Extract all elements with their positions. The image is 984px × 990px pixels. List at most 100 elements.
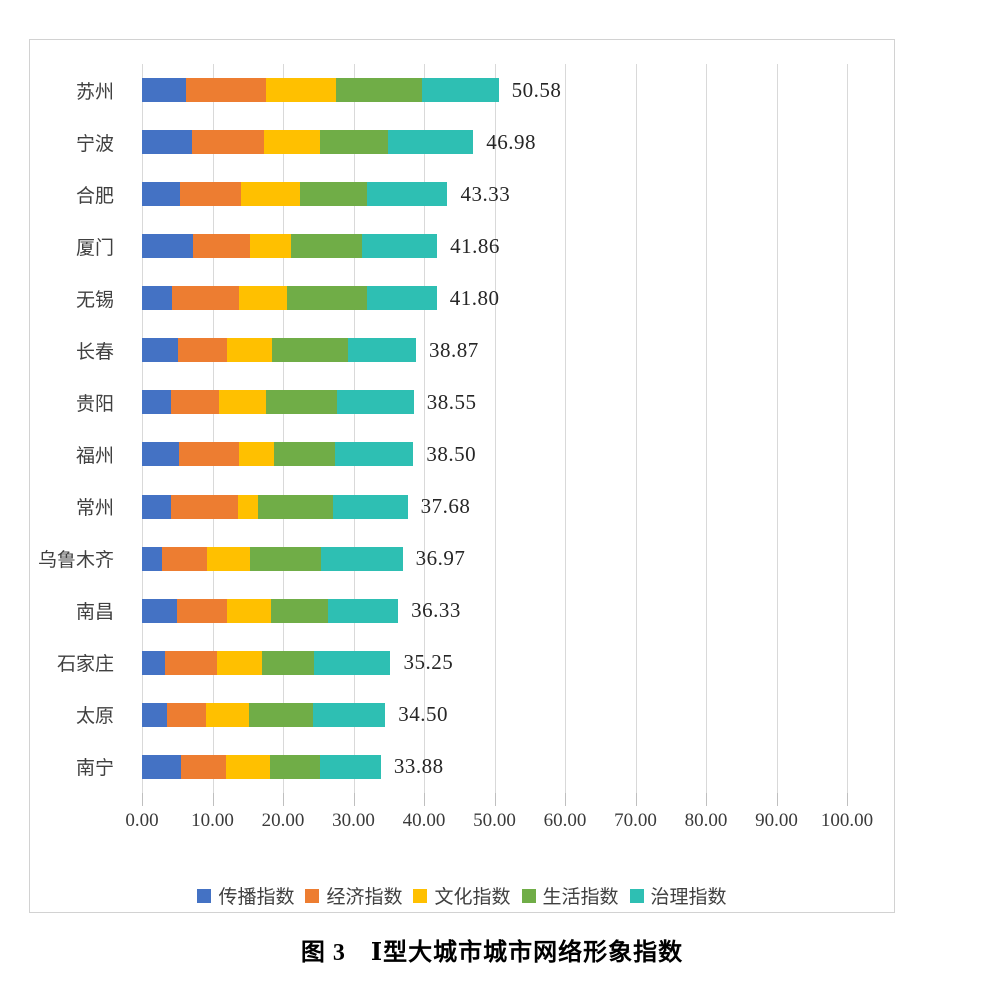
legend-swatch-icon — [305, 888, 320, 903]
gridline — [142, 64, 143, 793]
x-tick-label: 10.00 — [191, 810, 234, 831]
x-tick-label: 70.00 — [614, 810, 657, 831]
bar-segment — [320, 754, 381, 779]
bar-row: 50.58 — [142, 64, 847, 116]
bar-row: 43.33 — [142, 168, 847, 220]
bar-total-label: 36.33 — [411, 598, 461, 623]
gridline — [706, 64, 707, 793]
bar-total-label: 38.87 — [429, 337, 479, 362]
bar-segment — [291, 234, 363, 259]
gridline — [635, 64, 637, 793]
stacked-bar — [142, 286, 437, 311]
bar-segment — [319, 130, 388, 155]
bar-segment — [347, 338, 416, 363]
gridline — [353, 64, 355, 793]
gridline — [212, 64, 214, 793]
bar-segment — [263, 130, 320, 155]
bar-segment — [205, 702, 250, 727]
bar-segment — [142, 130, 193, 155]
category-label: 长春 — [75, 341, 114, 363]
chart-caption: 图 3 Ⅰ型大城市城市网络形象指数 — [300, 940, 684, 966]
bar-segment — [142, 442, 179, 467]
bar-segment — [266, 390, 338, 415]
bar-row: 33.88 — [142, 741, 847, 793]
legend-item: 文化指数 — [413, 882, 511, 909]
bar-segment — [217, 650, 263, 675]
bar-segment — [181, 754, 226, 779]
legend-label: 文化指数 — [434, 887, 511, 908]
bar-segment — [165, 650, 218, 675]
bar-row: 38.50 — [142, 428, 847, 480]
plot-area: 50.58 46.98 43.33 41.86 41.80 38.87 38.55 38.50… — [142, 64, 848, 806]
bar-segment — [321, 546, 403, 571]
bar-total-label: 37.68 — [420, 494, 471, 519]
bar-segment — [142, 286, 172, 311]
legend: 传播指数 经济指数 文化指数 生活指数 治理指数 — [30, 882, 894, 909]
bar-total-label: 38.50 — [426, 441, 477, 466]
stacked-bar — [142, 338, 416, 363]
bar-segment — [333, 494, 408, 519]
legend-item: 传播指数 — [197, 882, 294, 909]
category-label: 无锡 — [75, 289, 114, 311]
bar-segment — [274, 442, 336, 467]
bar-segment — [176, 598, 227, 623]
bar-segment — [314, 650, 391, 675]
x-tick-label: 0.00 — [125, 810, 159, 831]
bar-segment — [170, 494, 238, 519]
bar-total-label: 41.86 — [450, 233, 500, 258]
bar-segment — [226, 598, 271, 623]
bar-row: 34.50 — [142, 689, 847, 741]
bar-segment — [225, 754, 270, 779]
bar-row: 46.98 — [142, 116, 847, 168]
legend-item: 经济指数 — [305, 882, 402, 909]
legend-label: 生活指数 — [542, 887, 619, 908]
bar-segment — [186, 78, 266, 103]
bar-segment — [142, 650, 166, 675]
bar-segment — [142, 546, 163, 571]
category-label: 苏州 — [75, 81, 114, 103]
axis-tick — [776, 793, 778, 806]
bar-segment — [192, 234, 251, 259]
chart-frame: 苏州 宁波 合肥 厦门 无锡 长春 贵阳 福州 常州 乌鲁木齐 南昌 石家庄 太原 南宁 50.58 46.… — [29, 39, 895, 913]
stacked-bar — [142, 702, 386, 727]
bar-segment — [367, 286, 437, 311]
bar-segment — [249, 546, 322, 571]
bar-row: 41.86 — [142, 220, 847, 272]
bar-segment — [192, 130, 264, 155]
legend-swatch-icon — [521, 888, 536, 903]
bar-row: 35.25 — [142, 637, 847, 689]
x-tick-label: 30.00 — [332, 810, 375, 831]
bar-segment — [162, 546, 207, 571]
stacked-bar — [142, 650, 391, 675]
stacked-bar — [142, 182, 448, 207]
bar-segment — [170, 390, 219, 415]
category-label: 福州 — [75, 445, 114, 467]
bar-segment — [167, 702, 206, 727]
category-label: 厦门 — [75, 237, 114, 259]
stacked-bar — [142, 130, 474, 155]
x-tick-label: 100.00 — [820, 810, 874, 831]
legend-swatch-icon — [197, 888, 212, 903]
legend-swatch-icon — [629, 888, 644, 903]
axis-tick — [283, 793, 284, 806]
bar-segment — [171, 286, 239, 311]
gridline — [424, 64, 425, 793]
stacked-bar — [142, 754, 381, 779]
legend-label: 经济指数 — [326, 887, 403, 908]
stacked-bar — [142, 442, 414, 467]
bar-total-label: 34.50 — [398, 702, 448, 727]
axis-tick — [494, 793, 496, 806]
bar-row: 36.97 — [142, 533, 847, 585]
bar-row: 37.68 — [142, 481, 847, 533]
stacked-bar — [142, 234, 438, 259]
bar-total-label: 38.55 — [426, 389, 477, 414]
bar-segment — [388, 130, 474, 155]
gridline — [847, 64, 848, 793]
bar-segment — [286, 286, 368, 311]
bar-segment — [422, 78, 499, 103]
bar-segment — [142, 494, 171, 519]
bar-segment — [265, 78, 336, 103]
bar-segment — [142, 754, 182, 779]
bar-segment — [226, 338, 273, 363]
category-label: 常州 — [75, 498, 114, 520]
